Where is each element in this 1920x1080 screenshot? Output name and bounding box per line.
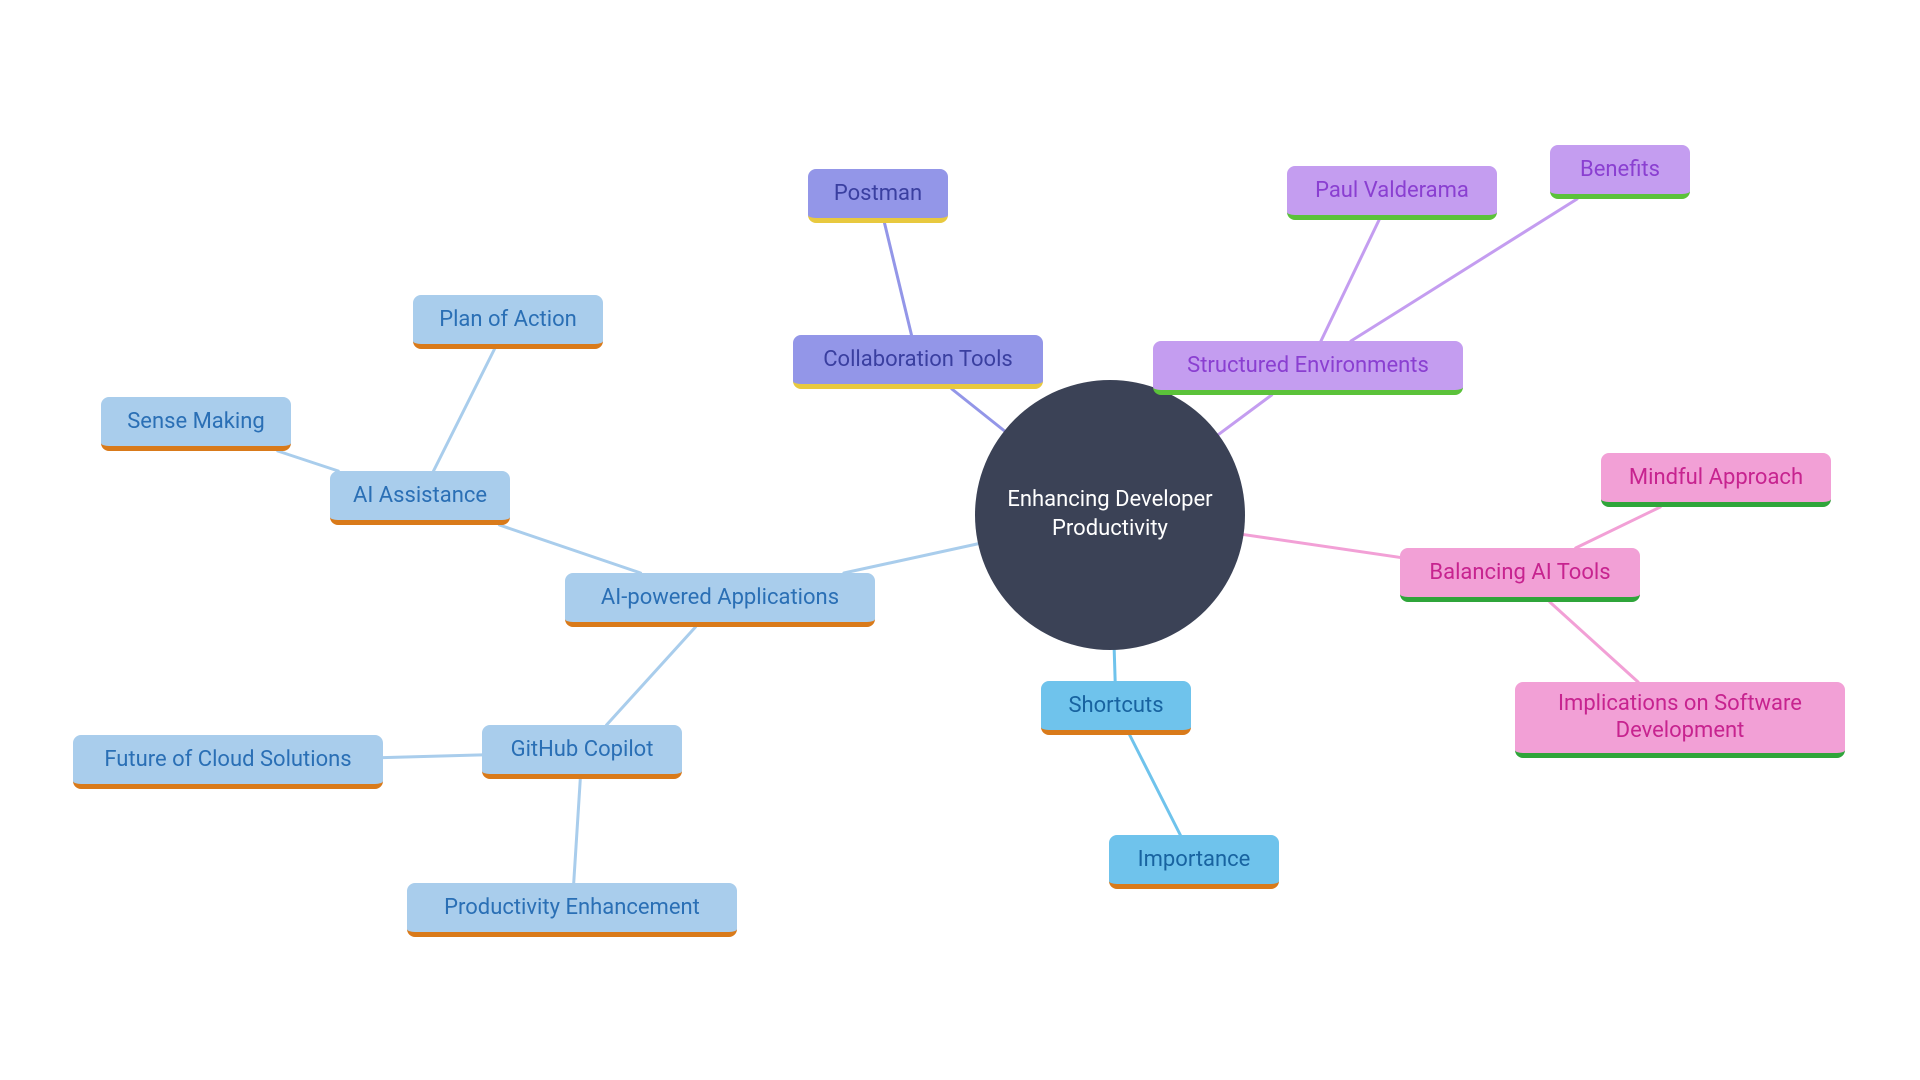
node-balance: Balancing AI Tools [1400, 548, 1640, 602]
edge [1130, 735, 1181, 835]
node-label: Structured Environments [1187, 353, 1429, 378]
node-label: Implications on Software Development [1533, 691, 1827, 744]
node-plan: Plan of Action [413, 295, 603, 349]
edge [1321, 220, 1379, 341]
node-label: Productivity Enhancement [444, 895, 700, 920]
node-mindful: Mindful Approach [1601, 453, 1831, 507]
node-cloud: Future of Cloud Solutions [73, 735, 383, 789]
edge [607, 627, 696, 725]
edge [952, 389, 1005, 431]
node-importance: Importance [1109, 835, 1279, 889]
node-label: Collaboration Tools [823, 347, 1013, 372]
node-struct_env: Structured Environments [1153, 341, 1463, 395]
node-benefits: Benefits [1550, 145, 1690, 199]
center-node: Enhancing Developer Productivity [975, 380, 1245, 650]
edge [574, 779, 581, 883]
node-label: Sense Making [127, 409, 265, 434]
node-collab: Collaboration Tools [793, 335, 1043, 389]
center-node-label: Enhancing Developer Productivity [995, 486, 1225, 543]
node-label: AI-powered Applications [601, 585, 839, 610]
node-ai_apps: AI-powered Applications [565, 573, 875, 627]
node-postman: Postman [808, 169, 948, 223]
node-label: Importance [1138, 847, 1251, 872]
node-shortcuts: Shortcuts [1041, 681, 1191, 735]
edge [434, 349, 495, 471]
edge [844, 544, 978, 573]
node-label: Plan of Action [439, 307, 577, 332]
node-label: Future of Cloud Solutions [104, 747, 351, 772]
node-prod_enh: Productivity Enhancement [407, 883, 737, 937]
node-label: Mindful Approach [1629, 465, 1803, 490]
edge [1218, 395, 1271, 435]
edge [499, 525, 640, 573]
node-copilot: GitHub Copilot [482, 725, 682, 779]
edge [1244, 535, 1400, 558]
node-label: AI Assistance [353, 483, 487, 508]
edge [278, 451, 339, 471]
node-label: Paul Valderama [1315, 178, 1469, 203]
edge [1114, 650, 1115, 681]
edge [1351, 199, 1577, 341]
node-paul: Paul Valderama [1287, 166, 1497, 220]
node-ai_assist: AI Assistance [330, 471, 510, 525]
edge [383, 755, 482, 758]
edge [1576, 507, 1661, 548]
edge [1550, 602, 1638, 682]
node-implications: Implications on Software Development [1515, 682, 1845, 758]
node-label: GitHub Copilot [511, 737, 654, 762]
node-label: Benefits [1580, 157, 1660, 182]
node-label: Postman [834, 181, 922, 206]
edge [885, 223, 912, 335]
node-sense: Sense Making [101, 397, 291, 451]
node-label: Shortcuts [1068, 693, 1163, 718]
node-label: Balancing AI Tools [1429, 560, 1610, 585]
